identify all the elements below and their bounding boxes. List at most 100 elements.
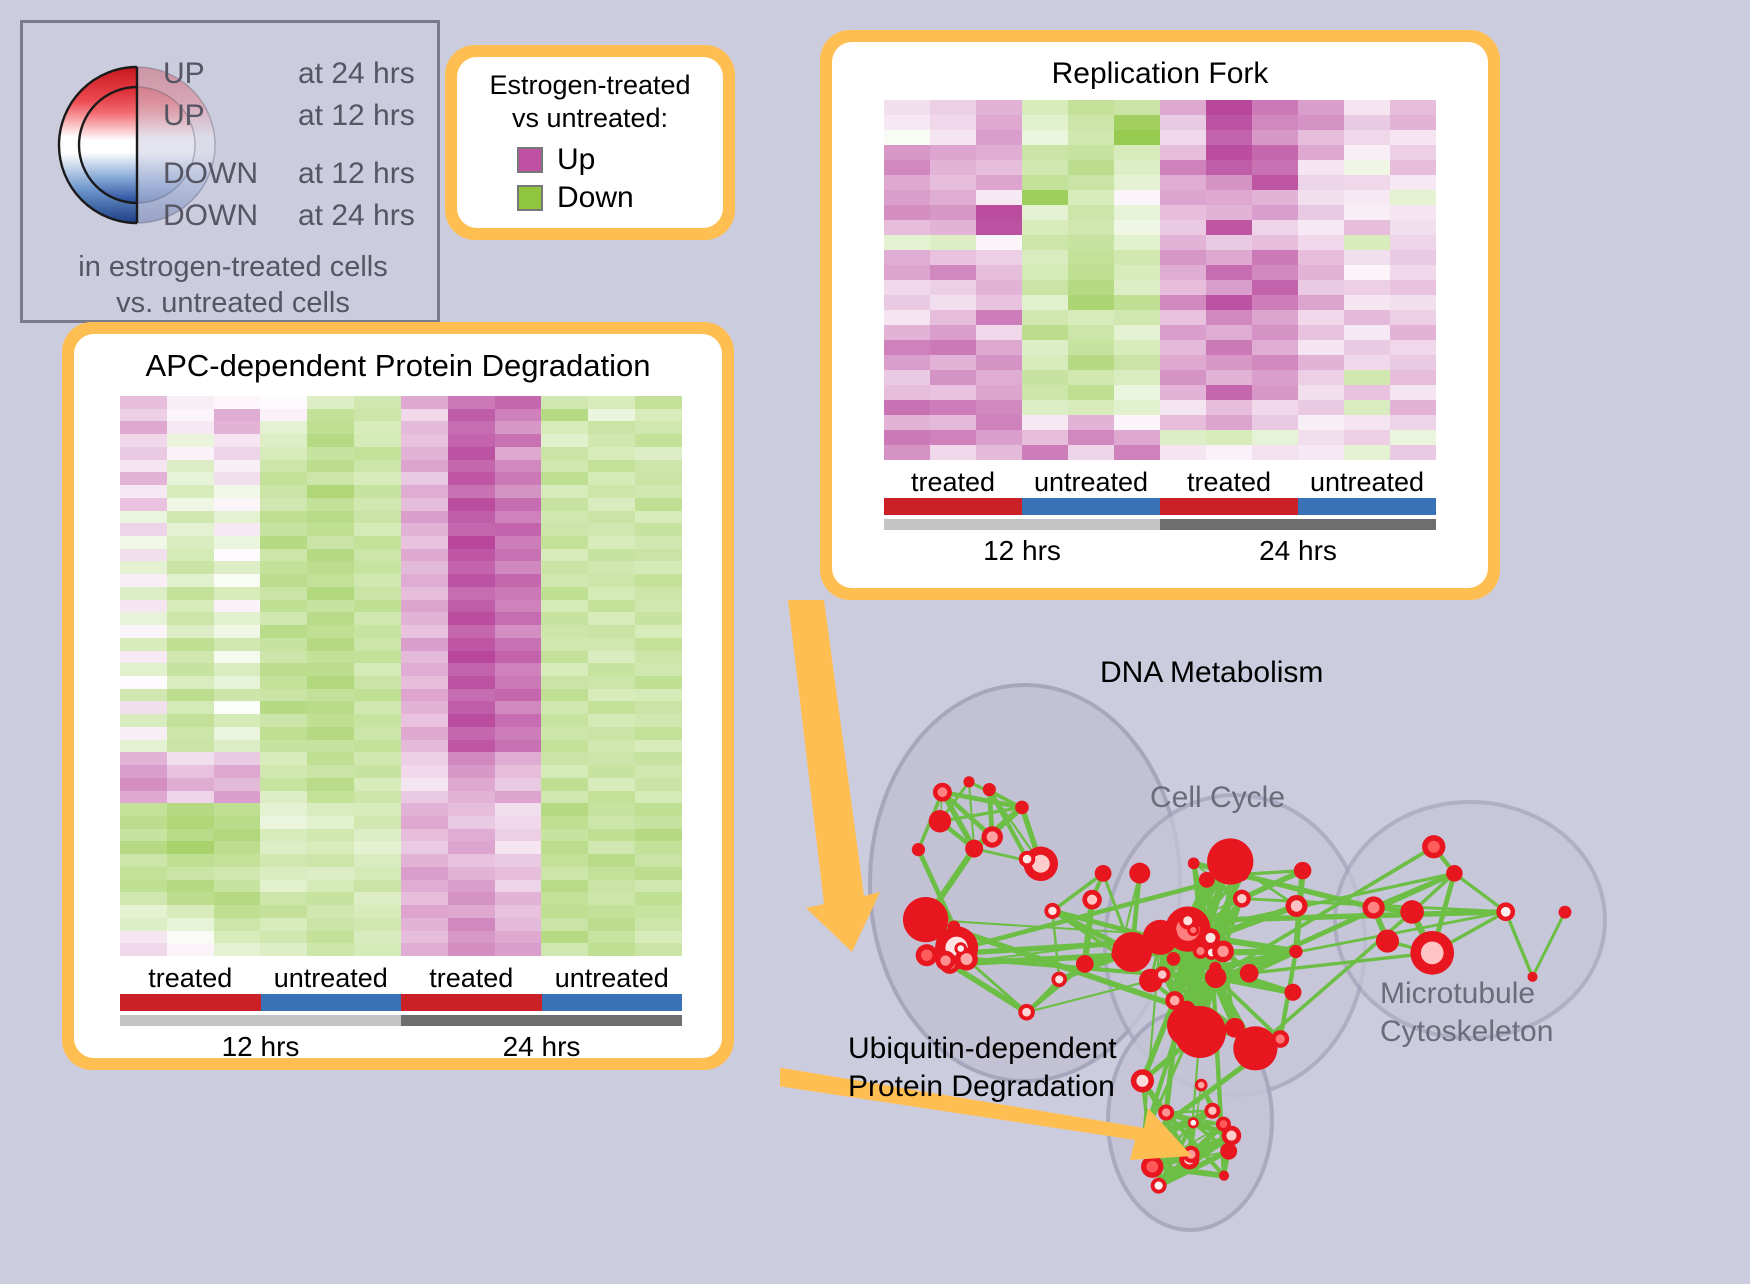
network-node[interactable] — [1199, 872, 1215, 888]
network-svg — [780, 600, 1750, 1279]
heatmap-cell — [354, 396, 401, 409]
heatmap-cell — [541, 549, 588, 562]
network-node[interactable] — [1167, 952, 1181, 966]
heatmap-cell — [588, 829, 635, 842]
heatmap-cell — [930, 145, 976, 160]
network-node[interactable] — [1129, 863, 1150, 884]
heatmap-cell — [635, 663, 682, 676]
heatmap-cell — [307, 600, 354, 613]
heatmap-cell — [307, 701, 354, 714]
network-node[interactable] — [1235, 868, 1249, 882]
network-node[interactable] — [1362, 896, 1384, 918]
network-node[interactable] — [1018, 1004, 1035, 1021]
heatmap-cell — [1068, 190, 1114, 205]
heatmap-cell — [1390, 400, 1436, 415]
network-node[interactable] — [948, 920, 961, 933]
heatmap-cell — [1390, 355, 1436, 370]
network-node[interactable] — [1131, 1069, 1154, 1092]
condition-bar-segment — [884, 498, 1022, 515]
heatmap-cell — [307, 791, 354, 804]
heatmap-cell — [401, 612, 448, 625]
heatmap-cell — [635, 892, 682, 905]
heatmap-cell — [588, 740, 635, 753]
network-node[interactable] — [1174, 1006, 1226, 1058]
heatmap-cell — [495, 778, 542, 791]
label-microtubule-line1: Microtubule — [1380, 975, 1553, 1013]
network-node[interactable] — [1240, 964, 1259, 983]
network-node[interactable] — [1019, 851, 1036, 868]
heatmap-cell — [1206, 400, 1252, 415]
network-node[interactable] — [1044, 903, 1060, 919]
network-node[interactable] — [1559, 906, 1572, 919]
heatmap-cell — [541, 498, 588, 511]
network-node[interactable] — [1158, 1105, 1174, 1121]
heatmap-cell — [588, 854, 635, 867]
heatmap-cell — [884, 280, 930, 295]
network-node[interactable] — [982, 826, 1003, 847]
heatmap-cell — [1390, 385, 1436, 400]
network-node[interactable] — [1076, 955, 1094, 973]
network-node[interactable] — [1212, 940, 1234, 962]
heatmap-cell — [401, 651, 448, 664]
network-node[interactable] — [1195, 1079, 1208, 1092]
heatmap-cell — [930, 115, 976, 130]
network-node[interactable] — [965, 840, 983, 858]
network-node[interactable] — [983, 783, 996, 796]
heatmap-cell — [354, 651, 401, 664]
network-node[interactable] — [929, 810, 951, 832]
network-node[interactable] — [1188, 1117, 1199, 1128]
network-node[interactable] — [1225, 1018, 1245, 1038]
network-node[interactable] — [1284, 984, 1301, 1001]
network-node[interactable] — [1204, 1103, 1220, 1119]
network-node[interactable] — [1222, 1126, 1242, 1146]
network-node[interactable] — [912, 843, 925, 856]
heatmap-cell — [1114, 160, 1160, 175]
heatmap-cell — [401, 523, 448, 536]
network-node[interactable] — [1422, 835, 1445, 858]
heatmap-cell — [448, 943, 495, 956]
heatmap-cell — [214, 498, 261, 511]
network-node[interactable] — [1051, 972, 1067, 988]
network-node[interactable] — [1410, 931, 1454, 975]
heatmap-cell — [541, 460, 588, 473]
network-node[interactable] — [1376, 930, 1399, 953]
legend-key: UP — [163, 101, 298, 131]
network-node[interactable] — [1286, 895, 1308, 917]
heatmap-cell — [635, 523, 682, 536]
network-node[interactable] — [1193, 913, 1207, 927]
heatmap-cell — [1206, 385, 1252, 400]
network-node[interactable] — [1015, 801, 1029, 815]
network-node[interactable] — [1220, 1143, 1237, 1160]
network-node[interactable] — [963, 776, 974, 787]
network-node[interactable] — [1289, 945, 1302, 958]
network-node[interactable] — [1151, 1178, 1167, 1194]
network-node[interactable] — [954, 942, 967, 955]
timepoint-label: 12 hrs — [884, 534, 1160, 568]
heatmap-cell — [354, 472, 401, 485]
network-node[interactable] — [1271, 1030, 1289, 1048]
heatmap-cell — [1298, 205, 1344, 220]
network-node[interactable] — [1400, 900, 1424, 924]
heatmap-cell — [1252, 220, 1298, 235]
network-node[interactable] — [1082, 890, 1102, 910]
node-inner-fill — [1291, 900, 1302, 911]
heatmap-cell — [448, 791, 495, 804]
heatmap-cell — [214, 511, 261, 524]
network-node[interactable] — [916, 944, 938, 966]
heatmap-cell — [120, 549, 167, 562]
network-node[interactable] — [1219, 1171, 1229, 1181]
network-node[interactable] — [1188, 857, 1200, 869]
heatmap-cell — [401, 791, 448, 804]
heatmap-cell — [167, 778, 214, 791]
network-node[interactable] — [1209, 962, 1221, 974]
network-node[interactable] — [1446, 865, 1463, 882]
heatmap-cell — [1252, 325, 1298, 340]
network-node[interactable] — [1154, 966, 1170, 982]
network-node[interactable] — [1294, 862, 1312, 880]
network-node[interactable] — [1095, 865, 1112, 882]
network-node[interactable] — [1496, 902, 1515, 921]
network-node[interactable] — [936, 951, 956, 971]
network-node[interactable] — [1233, 890, 1251, 908]
network-node[interactable] — [1112, 932, 1152, 972]
network-node[interactable] — [933, 783, 952, 802]
